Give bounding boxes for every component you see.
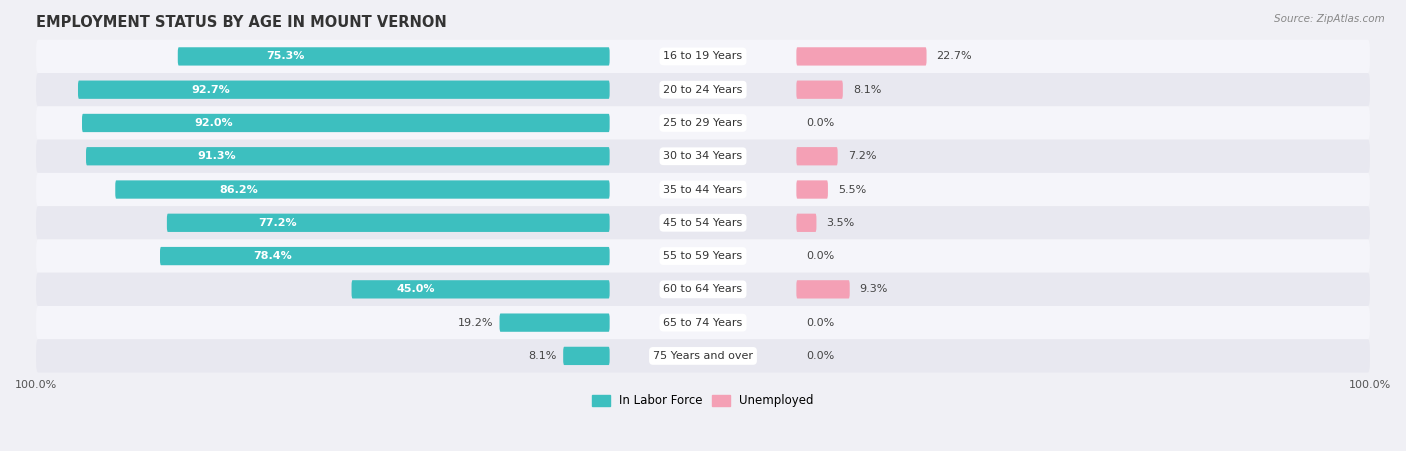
Text: 8.1%: 8.1% xyxy=(529,351,557,361)
FancyBboxPatch shape xyxy=(86,147,610,166)
FancyBboxPatch shape xyxy=(796,81,842,99)
FancyBboxPatch shape xyxy=(37,239,1369,273)
FancyBboxPatch shape xyxy=(82,114,610,132)
Text: 5.5%: 5.5% xyxy=(838,184,866,194)
FancyBboxPatch shape xyxy=(37,40,1369,73)
Text: 0.0%: 0.0% xyxy=(807,251,835,261)
FancyBboxPatch shape xyxy=(167,214,610,232)
Text: 35 to 44 Years: 35 to 44 Years xyxy=(664,184,742,194)
FancyBboxPatch shape xyxy=(564,347,610,365)
FancyBboxPatch shape xyxy=(499,313,610,332)
FancyBboxPatch shape xyxy=(115,180,610,199)
FancyBboxPatch shape xyxy=(37,206,1369,239)
FancyBboxPatch shape xyxy=(37,140,1369,173)
Text: Source: ZipAtlas.com: Source: ZipAtlas.com xyxy=(1274,14,1385,23)
FancyBboxPatch shape xyxy=(177,47,610,65)
Text: 55 to 59 Years: 55 to 59 Years xyxy=(664,251,742,261)
Text: 16 to 19 Years: 16 to 19 Years xyxy=(664,51,742,61)
Text: 60 to 64 Years: 60 to 64 Years xyxy=(664,284,742,295)
Text: 8.1%: 8.1% xyxy=(853,85,882,95)
Text: 7.2%: 7.2% xyxy=(848,151,876,161)
FancyBboxPatch shape xyxy=(37,339,1369,373)
FancyBboxPatch shape xyxy=(796,214,817,232)
Text: 0.0%: 0.0% xyxy=(807,351,835,361)
FancyBboxPatch shape xyxy=(37,273,1369,306)
Text: 45 to 54 Years: 45 to 54 Years xyxy=(664,218,742,228)
Text: 91.3%: 91.3% xyxy=(198,151,236,161)
Text: 45.0%: 45.0% xyxy=(396,284,436,295)
Text: 3.5%: 3.5% xyxy=(827,218,855,228)
FancyBboxPatch shape xyxy=(77,81,610,99)
Text: 77.2%: 77.2% xyxy=(259,218,297,228)
Text: 86.2%: 86.2% xyxy=(219,184,259,194)
FancyBboxPatch shape xyxy=(37,106,1369,140)
FancyBboxPatch shape xyxy=(352,280,610,299)
Text: 78.4%: 78.4% xyxy=(253,251,292,261)
Text: 22.7%: 22.7% xyxy=(936,51,972,61)
Text: 25 to 29 Years: 25 to 29 Years xyxy=(664,118,742,128)
Text: 92.7%: 92.7% xyxy=(191,85,231,95)
Text: 9.3%: 9.3% xyxy=(859,284,889,295)
FancyBboxPatch shape xyxy=(796,47,927,65)
Legend: In Labor Force, Unemployed: In Labor Force, Unemployed xyxy=(588,390,818,412)
FancyBboxPatch shape xyxy=(796,147,838,166)
FancyBboxPatch shape xyxy=(160,247,610,265)
Text: 30 to 34 Years: 30 to 34 Years xyxy=(664,151,742,161)
FancyBboxPatch shape xyxy=(37,73,1369,106)
FancyBboxPatch shape xyxy=(37,306,1369,339)
Text: 20 to 24 Years: 20 to 24 Years xyxy=(664,85,742,95)
Text: 75 Years and over: 75 Years and over xyxy=(652,351,754,361)
Text: EMPLOYMENT STATUS BY AGE IN MOUNT VERNON: EMPLOYMENT STATUS BY AGE IN MOUNT VERNON xyxy=(37,15,447,30)
Text: 19.2%: 19.2% xyxy=(457,318,494,327)
Text: 0.0%: 0.0% xyxy=(807,118,835,128)
Text: 92.0%: 92.0% xyxy=(194,118,233,128)
Text: 0.0%: 0.0% xyxy=(807,318,835,327)
FancyBboxPatch shape xyxy=(37,173,1369,206)
Text: 65 to 74 Years: 65 to 74 Years xyxy=(664,318,742,327)
FancyBboxPatch shape xyxy=(796,180,828,199)
FancyBboxPatch shape xyxy=(796,280,849,299)
Text: 75.3%: 75.3% xyxy=(267,51,305,61)
